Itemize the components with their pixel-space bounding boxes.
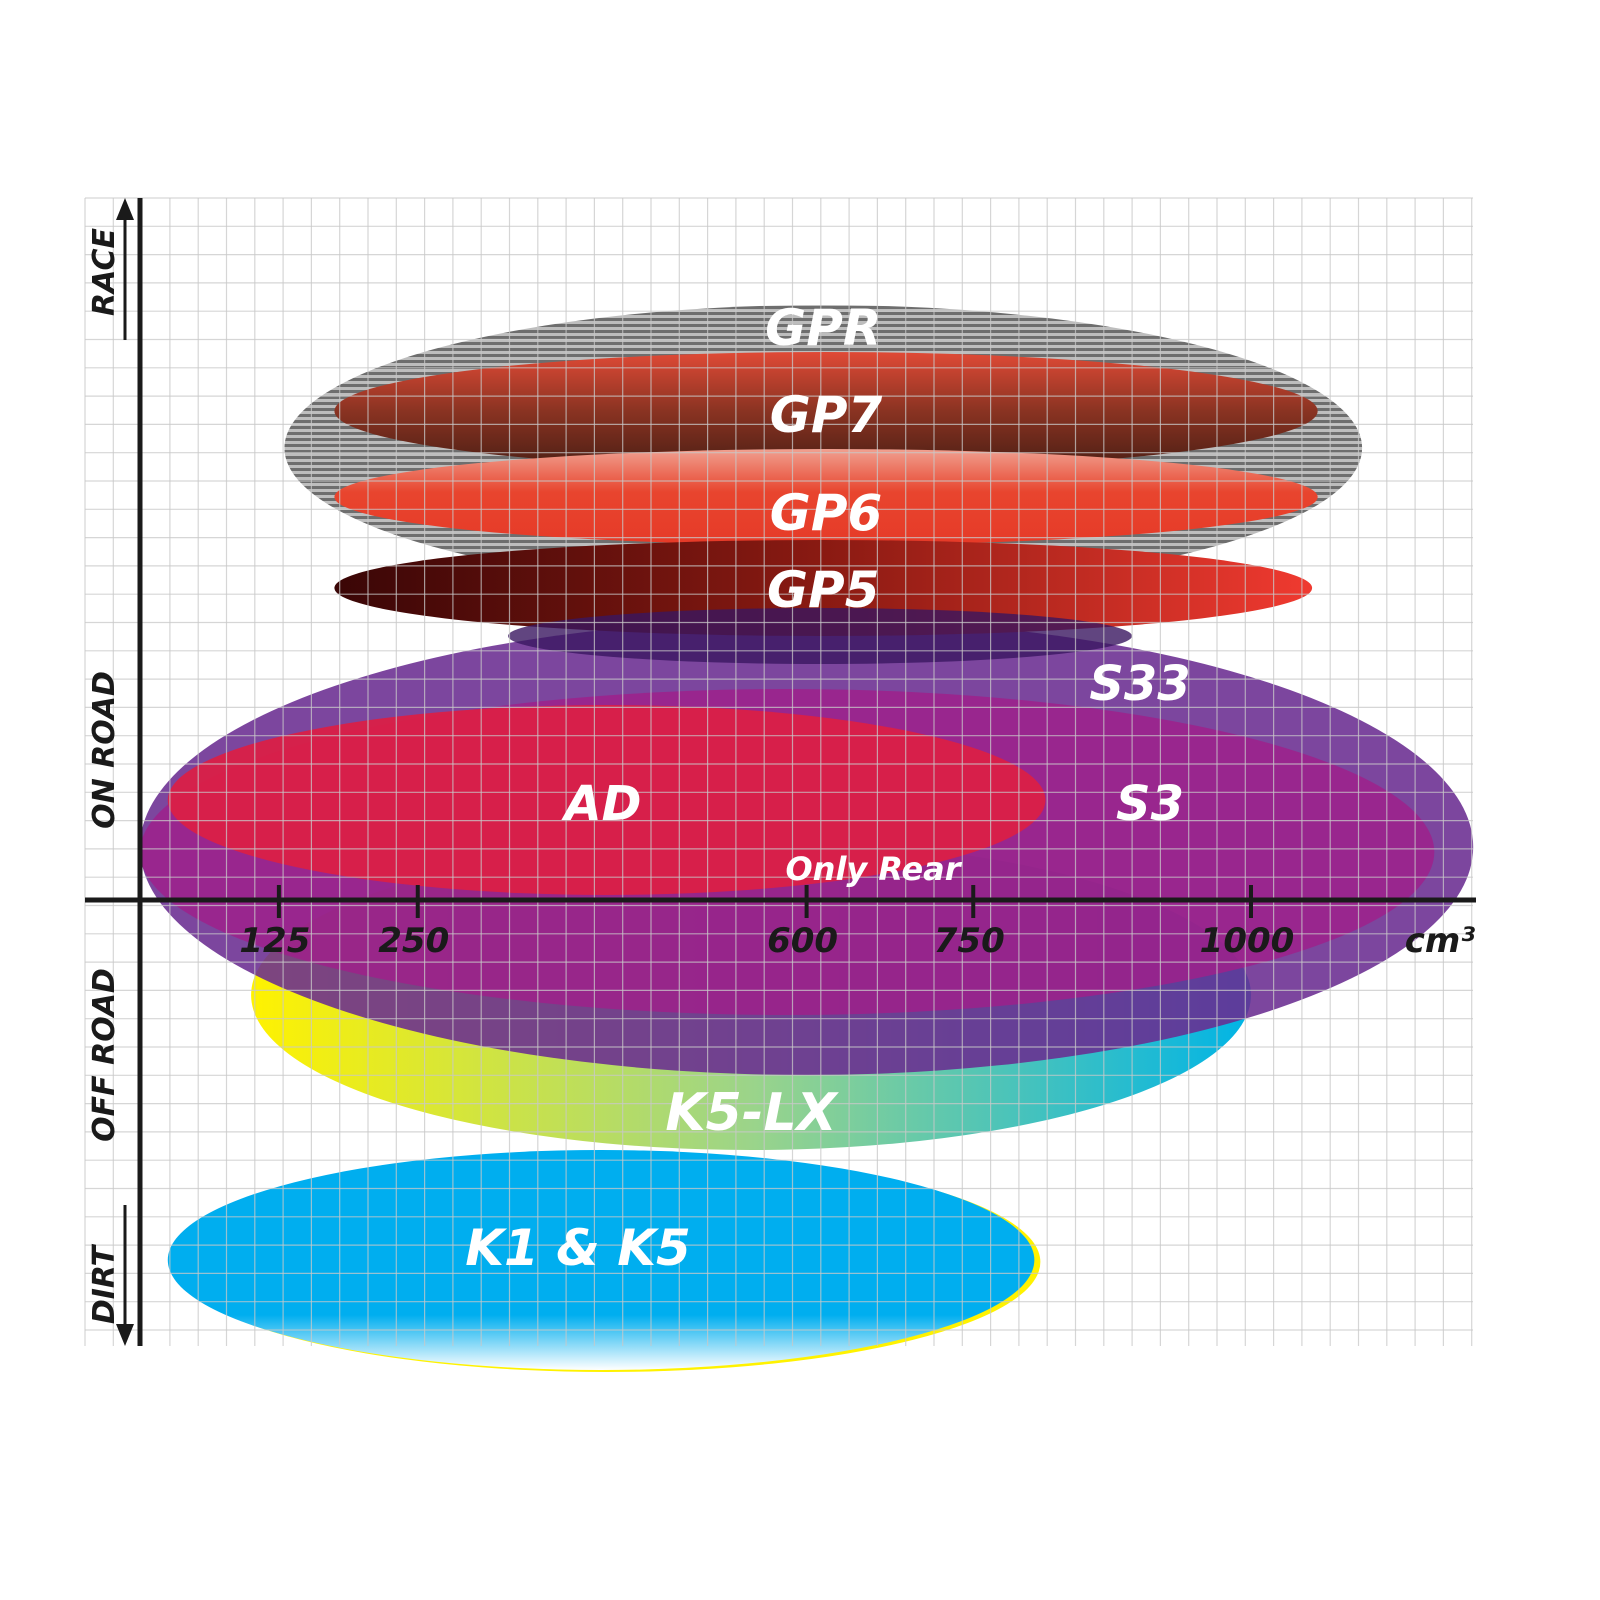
label-s3: S3	[1116, 776, 1184, 832]
axes: RACE ON ROAD OFF ROAD DIRT cm³ 125 250 600…	[85, 198, 1476, 1346]
y-label-on-road: ON ROAD	[87, 671, 122, 829]
label-gp7: GP7	[770, 386, 883, 444]
label-k5-lx: K5-LX	[665, 1083, 839, 1143]
y-label-race: RACE	[87, 228, 122, 316]
x-tick-label: 125	[239, 921, 310, 961]
ellipse-gp7	[334, 352, 1318, 470]
label-k1-k5: K1 & K5	[465, 1219, 691, 1277]
y-label-off-road: OFF ROAD	[87, 968, 122, 1142]
ellipse-gp6	[334, 449, 1318, 545]
race-arrow-icon	[116, 198, 134, 220]
x-tick-label: 600	[767, 921, 838, 961]
ellipse-gp5	[334, 540, 1313, 636]
label-gp5: GP5	[767, 561, 879, 619]
ellipse-ad	[167, 705, 1046, 895]
x-tick-label: 1000	[1200, 921, 1295, 961]
dirt-arrow-icon	[116, 1324, 134, 1346]
x-tick-label: 250	[378, 921, 449, 961]
product-labels: GPR K5-LX Only Rear GP7 GP6 S33 GP5 S3 AD K1 & K5	[465, 299, 1190, 1277]
y-label-dirt: DIRT	[87, 1243, 122, 1324]
label-ad: AD	[561, 776, 642, 832]
ellipse-k1-k5	[167, 1150, 1035, 1370]
label-s33: S33	[1089, 656, 1190, 712]
grid	[84, 197, 1473, 1346]
label-gp6: GP6	[770, 484, 882, 542]
label-only-rear: Only Rear	[785, 850, 962, 888]
x-unit-label: cm³	[1405, 921, 1476, 961]
x-tick-label: 750	[934, 921, 1005, 961]
label-gpr: GPR	[765, 299, 881, 357]
